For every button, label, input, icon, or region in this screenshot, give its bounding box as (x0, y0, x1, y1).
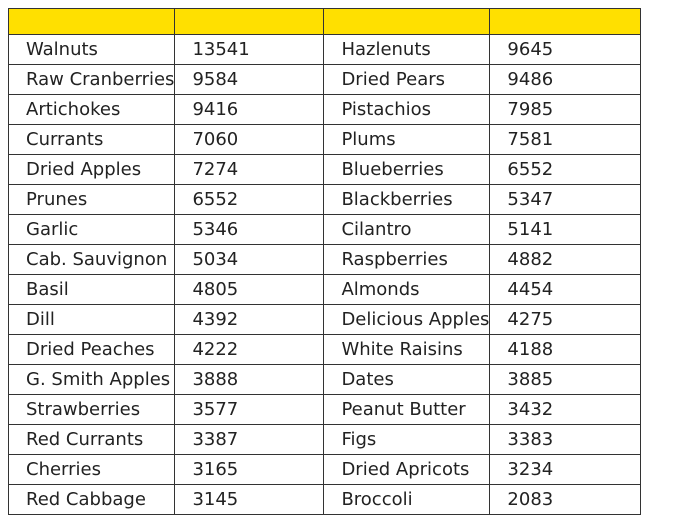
table-row: Raw Cranberries 9584 Dried Pears 9486 (7, 64, 642, 95)
item-name-cell: Currants (7, 124, 176, 155)
table-row: G. Smith Apples 3888 Dates 3885 (7, 364, 642, 395)
item-value-cell: 5347 (489, 184, 642, 215)
item-value-cell: 6552 (489, 154, 642, 185)
header-cell (323, 8, 491, 35)
item-name-cell: Artichokes (7, 94, 176, 125)
item-value-cell: 13541 (174, 34, 325, 65)
table-row: Garlic 5346 Cilantro 5141 (7, 214, 642, 245)
item-name-cell: Dried Apricots (323, 454, 491, 485)
item-value-cell: 6552 (174, 184, 325, 215)
item-name-cell: Plums (323, 124, 491, 155)
table-row: Dried Peaches 4222 White Raisins 4188 (7, 334, 642, 365)
table-row: Dried Apples 7274 Blueberries 6552 (7, 154, 642, 185)
item-name-cell: Raw Cranberries (7, 64, 176, 95)
item-value-cell: 3432 (489, 394, 642, 425)
header-row (7, 8, 642, 35)
table-row: Walnuts 13541 Hazlenuts 9645 (7, 34, 642, 65)
table-row: Prunes 6552 Blackberries 5347 (7, 184, 642, 215)
item-value-cell: 5346 (174, 214, 325, 245)
item-value-cell: 3383 (489, 424, 642, 455)
item-name-cell: Hazlenuts (323, 34, 491, 65)
item-value-cell: 3888 (174, 364, 325, 395)
item-name-cell: Delicious Apples (323, 304, 491, 335)
item-value-cell: 3165 (174, 454, 325, 485)
item-value-cell: 7274 (174, 154, 325, 185)
item-value-cell: 4882 (489, 244, 642, 275)
item-name-cell: Blackberries (323, 184, 491, 215)
item-name-cell: Walnuts (7, 34, 176, 65)
item-name-cell: Strawberries (7, 394, 176, 425)
table-row: Red Currants 3387 Figs 3383 (7, 424, 642, 455)
item-value-cell: 3234 (489, 454, 642, 485)
item-name-cell: Cilantro (323, 214, 491, 245)
item-value-cell: 2083 (489, 484, 642, 515)
table-row: Red Cabbage 3145 Broccoli 2083 (7, 484, 642, 515)
item-name-cell: White Raisins (323, 334, 491, 365)
item-value-cell: 7581 (489, 124, 642, 155)
header-cell (174, 8, 325, 35)
item-name-cell: Broccoli (323, 484, 491, 515)
item-value-cell: 4454 (489, 274, 642, 305)
item-name-cell: Raspberries (323, 244, 491, 275)
item-name-cell: Cab. Sauvignon (7, 244, 176, 275)
table-row: Cherries 3165 Dried Apricots 3234 (7, 454, 642, 485)
item-name-cell: Red Cabbage (7, 484, 176, 515)
header-cell (7, 8, 176, 35)
table-row: Artichokes 9416 Pistachios 7985 (7, 94, 642, 125)
item-value-cell: 3885 (489, 364, 642, 395)
item-value-cell: 5141 (489, 214, 642, 245)
table-row: Dill 4392 Delicious Apples 4275 (7, 304, 642, 335)
item-value-cell: 3577 (174, 394, 325, 425)
item-value-cell: 4188 (489, 334, 642, 365)
item-name-cell: Dried Pears (323, 64, 491, 95)
item-name-cell: Dill (7, 304, 176, 335)
item-name-cell: Peanut Butter (323, 394, 491, 425)
table-row: Basil 4805 Almonds 4454 (7, 274, 642, 305)
item-name-cell: Basil (7, 274, 176, 305)
item-name-cell: Prunes (7, 184, 176, 215)
item-value-cell: 4392 (174, 304, 325, 335)
item-value-cell: 5034 (174, 244, 325, 275)
table-row: Strawberries 3577 Peanut Butter 3432 (7, 394, 642, 425)
item-name-cell: Dried Peaches (7, 334, 176, 365)
item-name-cell: Almonds (323, 274, 491, 305)
item-value-cell: 7060 (174, 124, 325, 155)
item-name-cell: Pistachios (323, 94, 491, 125)
item-value-cell: 9645 (489, 34, 642, 65)
item-name-cell: Dried Apples (7, 154, 176, 185)
item-value-cell: 3387 (174, 424, 325, 455)
item-name-cell: Red Currants (7, 424, 176, 455)
item-value-cell: 3145 (174, 484, 325, 515)
item-value-cell: 9584 (174, 64, 325, 95)
item-value-cell: 4275 (489, 304, 642, 335)
item-name-cell: Cherries (7, 454, 176, 485)
header-cell (489, 8, 642, 35)
data-table: Walnuts 13541 Hazlenuts 9645 Raw Cranberries… (7, 8, 642, 515)
item-value-cell: 4222 (174, 334, 325, 365)
item-value-cell: 4805 (174, 274, 325, 305)
item-name-cell: Garlic (7, 214, 176, 245)
item-value-cell: 7985 (489, 94, 642, 125)
table-row: Currants 7060 Plums 7581 (7, 124, 642, 155)
item-name-cell: G. Smith Apples (7, 364, 176, 395)
item-value-cell: 9416 (174, 94, 325, 125)
table-row: Cab. Sauvignon 5034 Raspberries 4882 (7, 244, 642, 275)
item-name-cell: Dates (323, 364, 491, 395)
item-value-cell: 9486 (489, 64, 642, 95)
item-name-cell: Figs (323, 424, 491, 455)
item-name-cell: Blueberries (323, 154, 491, 185)
